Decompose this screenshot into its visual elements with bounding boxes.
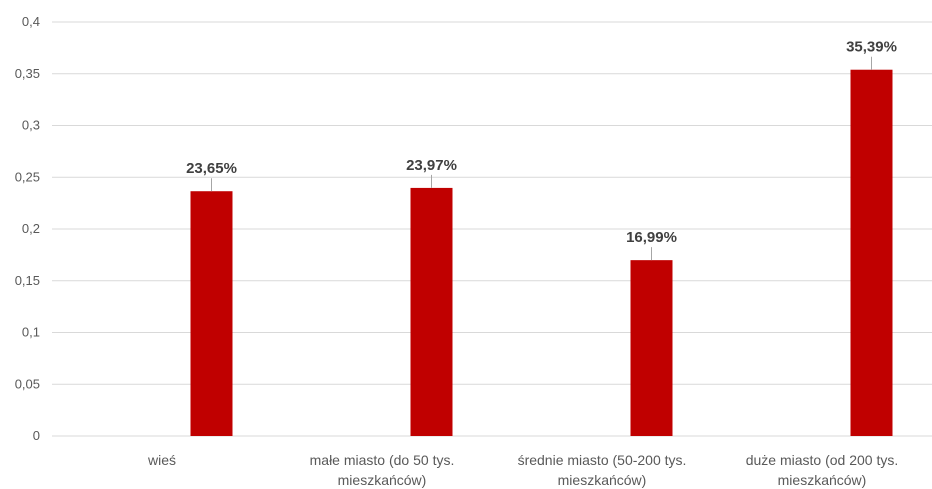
bar	[410, 187, 453, 436]
y-tick-label: 0,35	[15, 66, 40, 81]
data-labels: 23,65% 23,97% 16,99% 35,39%	[186, 39, 897, 261]
category-label: mieszkańców)	[558, 472, 647, 488]
category-label: mieszkańców)	[778, 472, 867, 488]
y-tick-label: 0,05	[15, 376, 40, 391]
y-tick-label: 0	[33, 428, 40, 443]
bar	[850, 69, 893, 436]
y-tick-label: 0,4	[22, 14, 40, 29]
x-axis-categories: wieś małe miasto (do 50 tys. mieszkańców) ś…	[147, 452, 898, 488]
y-tick-label: 0,1	[22, 325, 40, 340]
data-label: 16,99%	[626, 229, 677, 246]
category-label: mieszkańców)	[338, 472, 427, 488]
gridlines	[52, 21, 932, 437]
data-label: 23,97%	[406, 157, 457, 174]
data-label: 35,39%	[846, 39, 897, 56]
y-tick-label: 0,25	[15, 169, 40, 184]
bars	[190, 69, 893, 436]
category-label: średnie miasto (50-200 tys.	[518, 452, 687, 468]
bar	[190, 191, 233, 436]
y-tick-label: 0,3	[22, 118, 40, 133]
data-label: 23,65%	[186, 160, 237, 177]
y-tick-label: 0,15	[15, 273, 40, 288]
y-tick-label: 0,2	[22, 221, 40, 236]
category-label: wieś	[147, 452, 176, 468]
category-label: duże miasto (od 200 tys.	[746, 452, 899, 468]
y-axis-ticks: 0 0,05 0,1 0,15 0,2 0,25 0,3 0,35 0,4	[15, 14, 40, 443]
category-label: małe miasto (do 50 tys.	[310, 452, 455, 468]
bar	[630, 260, 673, 436]
